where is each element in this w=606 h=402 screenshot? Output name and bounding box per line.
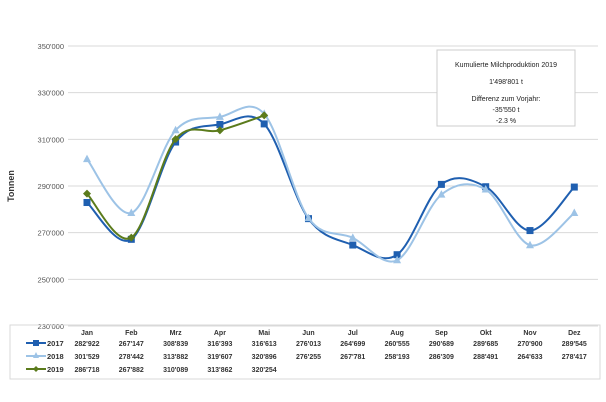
table-cell: 258'193 xyxy=(385,354,410,361)
annotation-diff-abs: -35'550 t xyxy=(492,107,519,114)
table-cell: 267'147 xyxy=(119,341,144,348)
annotation-diff-pct: -2.3 % xyxy=(496,118,516,125)
table-cell: 301'529 xyxy=(74,354,99,361)
data-point-2018 xyxy=(526,240,534,249)
data-point-2019 xyxy=(215,126,224,135)
data-point-2018 xyxy=(127,208,136,216)
data-point-2017 xyxy=(437,180,445,188)
category-label: Jul xyxy=(348,330,358,337)
legend-label-2018: 2018 xyxy=(47,352,64,361)
legend-marker xyxy=(33,366,39,372)
table-cell: 260'555 xyxy=(385,341,410,348)
data-point-2019 xyxy=(171,135,180,144)
table-cell: 278'442 xyxy=(119,354,144,361)
data-point-2019 xyxy=(83,189,91,198)
table-cell: 308'839 xyxy=(163,341,188,348)
annotation-title: Kumulierte Milchproduktion 2019 xyxy=(455,62,557,69)
table-cell: 313'882 xyxy=(163,354,188,361)
table-cell: 286'309 xyxy=(429,354,454,361)
data-point-2017 xyxy=(393,251,401,259)
y-tick-label: 290'000 xyxy=(38,182,64,191)
category-label: Dez xyxy=(568,330,581,337)
table-cell: 264'633 xyxy=(517,354,542,361)
table-cell: 276'255 xyxy=(296,354,321,361)
data-table-border xyxy=(9,324,601,380)
table-cell: 290'689 xyxy=(429,341,454,348)
y-axis-label: Tonnen xyxy=(6,170,16,202)
legend-marker xyxy=(33,352,39,358)
table-cell: 264'699 xyxy=(340,341,365,348)
table-cell: 288'491 xyxy=(473,354,498,361)
data-point-2017 xyxy=(570,183,578,191)
data-point-2019 xyxy=(260,111,269,120)
category-label: Mai xyxy=(258,330,270,337)
annotation-diff-label: Differenz zum Vorjahr: xyxy=(471,96,540,103)
data-point-2018 xyxy=(348,233,357,241)
table-cell: 320'254 xyxy=(252,367,277,374)
category-label: Jun xyxy=(302,330,314,337)
category-label: Aug xyxy=(390,330,404,337)
table-cell: 313'862 xyxy=(207,367,232,374)
table-cell: 316'613 xyxy=(252,341,277,348)
y-tick-label: 230'000 xyxy=(38,322,64,331)
data-point-2017 xyxy=(349,241,357,249)
category-label: Okt xyxy=(480,330,492,337)
y-tick-label: 270'000 xyxy=(38,229,64,238)
data-point-2017 xyxy=(260,120,268,128)
series-line-2019 xyxy=(86,114,265,240)
table-cell: 276'013 xyxy=(296,341,321,348)
table-cell: 320'896 xyxy=(252,354,277,361)
y-tick-label: 330'000 xyxy=(38,89,64,98)
category-label: Jan xyxy=(81,330,93,337)
category-label: Apr xyxy=(214,330,226,337)
category-label: Nov xyxy=(523,330,536,337)
data-point-2018 xyxy=(570,208,579,217)
category-label: Mrz xyxy=(170,330,183,337)
table-cell: 267'882 xyxy=(119,367,144,374)
table-cell: 282'922 xyxy=(74,341,99,348)
annotation-total: 1'498'801 t xyxy=(489,79,523,86)
data-point-2018 xyxy=(393,255,402,264)
data-point-2017 xyxy=(216,120,224,128)
data-point-2017 xyxy=(526,227,534,235)
series-line-2017 xyxy=(86,115,576,260)
data-point-2018 xyxy=(83,154,91,163)
data-point-2019 xyxy=(127,233,136,242)
data-point-2017 xyxy=(83,199,91,207)
table-cell: 310'089 xyxy=(163,367,188,374)
y-tick-label: 350'000 xyxy=(38,42,64,51)
table-cell: 316'393 xyxy=(207,341,232,348)
table-cell: 319'607 xyxy=(207,354,232,361)
table-cell: 286'718 xyxy=(74,367,99,374)
table-cell: 289'545 xyxy=(562,341,587,348)
table-cell: 289'685 xyxy=(473,341,498,348)
y-tick-label: 310'000 xyxy=(38,135,64,144)
category-label: Feb xyxy=(125,330,137,337)
annotation-box: Kumulierte Milchproduktion 2019 1'498'80… xyxy=(436,49,576,127)
legend-label-2019: 2019 xyxy=(47,365,64,374)
table-cell: 267'781 xyxy=(340,354,365,361)
data-point-2018 xyxy=(304,213,313,222)
data-point-2018 xyxy=(215,112,224,120)
data-point-2018 xyxy=(481,185,490,193)
category-label: Sep xyxy=(435,330,448,337)
legend-marker xyxy=(33,340,39,346)
table-cell: 270'900 xyxy=(517,341,542,348)
y-tick-label: 250'000 xyxy=(38,275,64,284)
legend-label-2017: 2017 xyxy=(47,339,64,348)
data-point-2018 xyxy=(437,190,446,198)
series-line-2018 xyxy=(86,105,575,263)
data-point-2018 xyxy=(171,125,180,134)
table-cell: 278'417 xyxy=(562,354,587,361)
